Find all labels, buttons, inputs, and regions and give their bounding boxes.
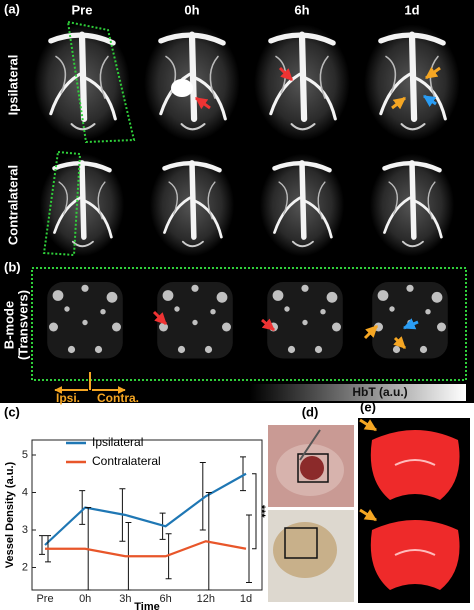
y-tick-label: 5 xyxy=(22,449,28,461)
colorbar xyxy=(250,384,466,401)
error-bar xyxy=(39,535,45,555)
column-label: 1d xyxy=(404,2,419,17)
x-axis-label: Time xyxy=(134,601,159,610)
x-tick-label: 1d xyxy=(240,593,252,605)
arrows xyxy=(195,66,441,110)
panel-label: (d) xyxy=(302,404,319,419)
x-tick-label: 0h xyxy=(79,593,91,605)
series-line xyxy=(45,540,247,558)
y-axis-label: Vessel Density (a.u.) xyxy=(4,461,16,568)
x-tick-label: 3h xyxy=(119,593,131,605)
row-label: Contralateral xyxy=(5,165,20,245)
pa-images xyxy=(34,24,460,256)
arrows xyxy=(152,310,419,350)
panel-label: (c) xyxy=(4,404,20,419)
legend-label: Ipsilateral xyxy=(92,435,143,449)
photo xyxy=(268,425,354,602)
error-bar xyxy=(79,490,86,525)
x-tick-label: 12h xyxy=(197,593,215,605)
x-tick-label: Pre xyxy=(36,593,53,605)
y-tick-label: 3 xyxy=(22,524,28,536)
line-chart: 2 3 4 5 Pre 0h 3h 6h 12h 1d Time Vessel Density (a.… xyxy=(4,435,267,610)
error-bar xyxy=(240,456,246,492)
y-tick-label: 2 xyxy=(22,561,28,573)
legend-label: Contralateral xyxy=(92,454,161,468)
significance-label: *** xyxy=(255,505,267,519)
roi-box xyxy=(31,267,467,381)
panel-label: (e) xyxy=(360,399,376,414)
roi-box xyxy=(66,20,136,144)
series-line xyxy=(44,472,247,546)
plot-frame xyxy=(31,439,263,591)
row-label: Ipsilateral xyxy=(5,55,20,116)
row-label: B-mode xyxy=(1,301,16,349)
column-label: Pre xyxy=(72,2,93,17)
column-label: 6h xyxy=(294,2,309,17)
panel-label: (a) xyxy=(4,1,20,16)
column-label: 0h xyxy=(184,2,199,17)
photo xyxy=(358,418,470,603)
panel-label: (b) xyxy=(4,259,21,274)
significance-bracket xyxy=(252,473,257,550)
orientation-label: Contra. xyxy=(97,391,139,405)
error-bar xyxy=(199,462,206,531)
error-bar xyxy=(246,514,252,583)
orientation-label: Ipsi. xyxy=(56,391,80,405)
row-label: (Transvers) xyxy=(15,290,30,360)
y-tick-label: 4 xyxy=(22,486,28,498)
orientation-arrows xyxy=(54,372,126,394)
colorbar-label: HbT (a.u.) xyxy=(352,385,407,399)
x-tick-label: 6h xyxy=(159,593,171,605)
